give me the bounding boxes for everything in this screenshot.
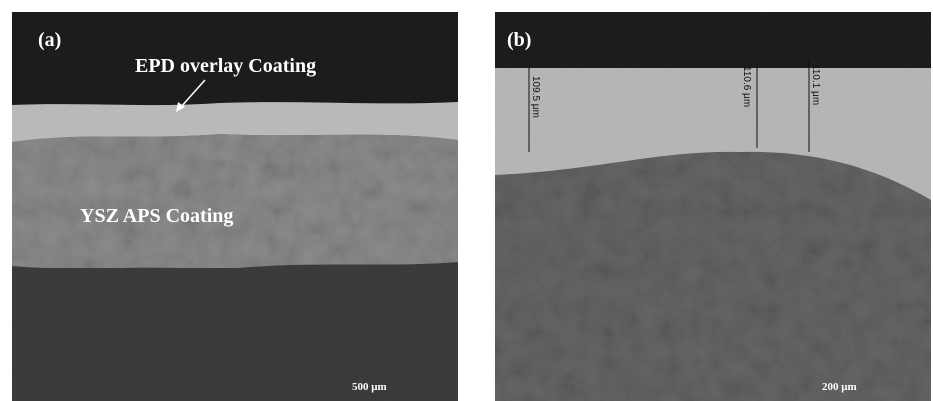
substrate-texture bbox=[12, 268, 458, 401]
panel-a: (a) EPD overlay Coating YSZ APS Coating … bbox=[12, 12, 458, 401]
ysz-layer bbox=[12, 134, 458, 270]
annotation: EPD overlay Coating bbox=[135, 55, 316, 77]
measurement: 110.6 μm bbox=[741, 66, 752, 107]
measurement: 109.5 μm bbox=[530, 76, 541, 118]
panel-label: (a) bbox=[38, 29, 61, 51]
figure: (a) EPD overlay Coating YSZ APS Coating … bbox=[0, 0, 933, 401]
measurement: 110.1 μm bbox=[810, 64, 821, 105]
scale-bar-label: 500 μm bbox=[352, 381, 387, 393]
panel-label: (b) bbox=[507, 29, 531, 51]
scale-bar-label: 200 μm bbox=[822, 381, 857, 393]
annotation: YSZ APS Coating bbox=[80, 205, 233, 227]
page: (a) EPD overlay Coating YSZ APS Coating … bbox=[0, 0, 933, 401]
mount-region bbox=[495, 12, 931, 68]
panel-b: 109.5 μm 110.6 μm 110.1 μm (b) 200 μm bbox=[495, 12, 931, 401]
